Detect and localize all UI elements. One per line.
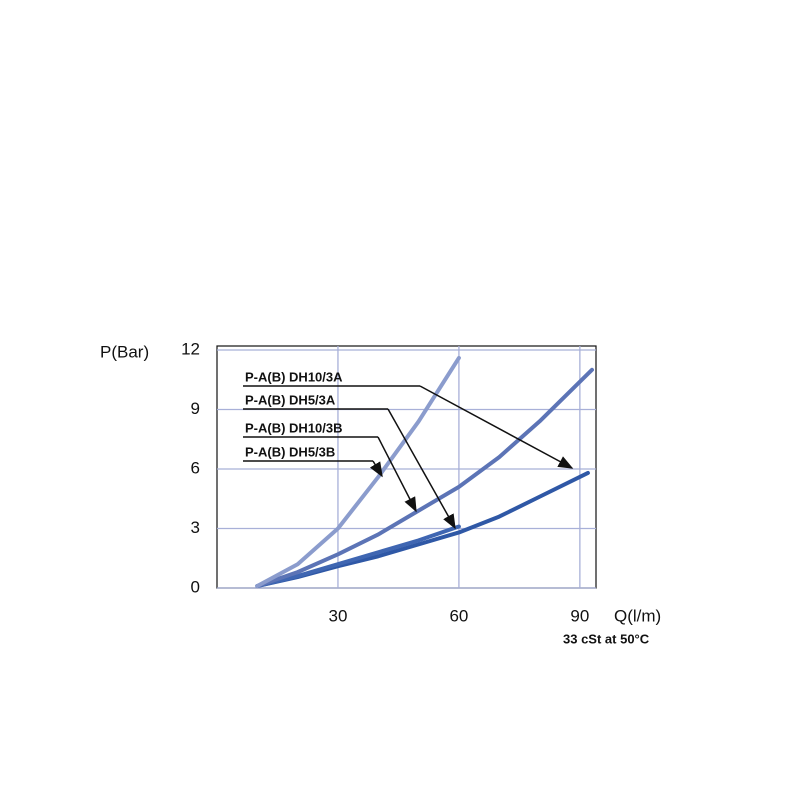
annotation-label: P-A(B) DH5/3A [245,392,336,407]
annotation-arrow [419,385,574,469]
x-tick-label: 60 [449,606,468,625]
x-tick-label: 30 [328,606,347,625]
note: 33 cSt at 50°C [563,631,650,646]
annotation-arrow [387,408,456,530]
x-tick-label: 90 [570,606,589,625]
y-tick-label: 6 [191,458,200,477]
series-line [255,355,461,589]
annotation-label: P-A(B) DH5/3B [245,444,335,459]
y-tick-label: 9 [191,399,200,418]
annotation-arrow [377,436,417,513]
y-tick-label: 12 [181,339,200,358]
annotation-arrow [369,460,383,478]
annotation-label: P-A(B) DH10/3B [245,420,343,435]
y-axis-label: P(Bar) [100,342,149,361]
series-line [255,367,594,589]
y-tick-label: 0 [191,577,200,596]
y-tick-label: 3 [191,518,200,537]
series-line [255,524,461,589]
annotation-label: P-A(B) DH10/3A [245,369,343,384]
x-axis-label: Q(l/m) [614,606,661,625]
